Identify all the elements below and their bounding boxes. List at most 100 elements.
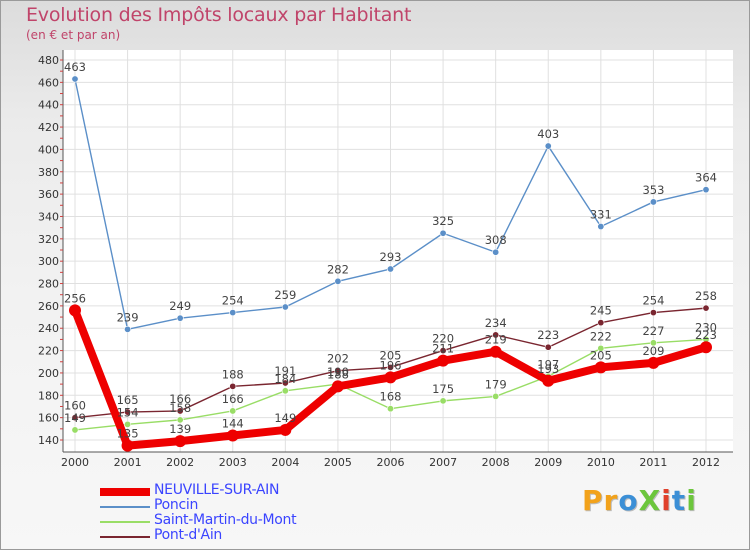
y-tick-label: 340 [38, 210, 59, 223]
legend-swatch [100, 536, 150, 538]
data-label: 144 [222, 417, 244, 431]
chart-subtitle: (en € et par an) [26, 28, 121, 42]
data-point [229, 407, 237, 415]
data-point [279, 423, 292, 436]
data-label: 293 [380, 250, 402, 264]
y-tick-label: 260 [38, 300, 59, 313]
data-point [492, 248, 500, 256]
data-point [700, 341, 712, 354]
data-label: 239 [117, 310, 139, 324]
data-label: 190 [327, 365, 349, 379]
y-tick-label: 200 [38, 367, 59, 380]
data-label: 259 [274, 288, 296, 302]
x-tick-label: 2002 [166, 456, 194, 469]
data-label: 135 [117, 427, 139, 441]
y-tick-label: 240 [38, 322, 59, 335]
data-point [647, 356, 660, 369]
y-tick-label: 460 [38, 76, 59, 89]
data-label: 168 [380, 390, 402, 404]
data-point [69, 304, 81, 317]
y-tick-label: 380 [38, 166, 59, 179]
data-label: 209 [642, 344, 664, 358]
data-label: 205 [380, 348, 402, 362]
x-tick-label: 2012 [692, 456, 720, 469]
y-tick-label: 440 [38, 99, 59, 112]
data-point [281, 379, 289, 387]
legend-swatch [100, 488, 150, 496]
data-label: 149 [64, 411, 86, 425]
data-label: 211 [432, 342, 454, 356]
data-label: 222 [590, 329, 612, 343]
data-point [71, 414, 79, 422]
y-tick-label: 220 [38, 345, 59, 358]
x-tick-label: 2004 [271, 456, 299, 469]
plot-area [63, 50, 733, 452]
data-label: 191 [274, 364, 296, 378]
data-point [176, 407, 184, 415]
data-point [229, 382, 237, 390]
data-point [386, 363, 394, 371]
data-label: 331 [590, 208, 612, 222]
data-point [594, 361, 607, 374]
y-tick-label: 300 [38, 255, 59, 268]
data-label: 230 [695, 320, 717, 334]
data-point [439, 397, 447, 405]
data-point [281, 303, 289, 311]
y-tick-label: 160 [38, 412, 59, 425]
legend-label: Saint-Martin-du-Mont [154, 512, 297, 528]
x-tick-label: 2005 [324, 456, 352, 469]
data-point [124, 408, 132, 416]
y-tick-label: 320 [38, 233, 59, 246]
x-tick-label: 2003 [219, 456, 247, 469]
data-point [702, 304, 710, 312]
x-tick-label: 2000 [61, 456, 89, 469]
x-tick-label: 2009 [534, 456, 562, 469]
data-point [229, 309, 237, 317]
chart-title: Evolution des Impôts locaux par Habitant [26, 4, 412, 26]
data-point [331, 380, 344, 393]
y-tick-label: 140 [38, 434, 59, 447]
data-label: 282 [327, 262, 349, 276]
x-tick-label: 2007 [429, 456, 457, 469]
data-point [542, 374, 555, 387]
data-label: 205 [590, 348, 612, 362]
data-point [492, 392, 500, 400]
data-label: 227 [642, 324, 664, 338]
data-point [386, 405, 394, 413]
data-point [492, 331, 500, 339]
data-point [544, 142, 552, 150]
data-label: 223 [537, 328, 559, 342]
data-label: 202 [327, 352, 349, 366]
data-point [334, 277, 342, 285]
data-label: 403 [537, 127, 559, 141]
data-point [597, 344, 605, 352]
data-point [226, 429, 239, 442]
data-point [71, 426, 79, 434]
data-label: 193 [537, 362, 559, 376]
data-point [437, 354, 450, 367]
data-label: 184 [274, 372, 296, 386]
data-point [544, 343, 552, 351]
data-point [489, 345, 502, 358]
data-label: 149 [274, 411, 296, 425]
data-label: 166 [169, 392, 191, 406]
data-point [176, 416, 184, 424]
data-label: 188 [327, 367, 349, 381]
data-point [702, 186, 710, 194]
data-point [649, 309, 657, 317]
data-label: 196 [380, 358, 402, 372]
data-label: 463 [64, 60, 86, 74]
data-point [384, 371, 397, 384]
data-label: 219 [485, 333, 507, 347]
data-point [649, 339, 657, 347]
data-point [439, 229, 447, 237]
x-tick-label: 2006 [377, 456, 405, 469]
data-label: 139 [169, 422, 191, 436]
x-tick-label: 2011 [639, 456, 667, 469]
data-label: 254 [222, 294, 244, 308]
data-point [121, 439, 134, 452]
data-point [281, 387, 289, 395]
data-point [386, 265, 394, 273]
data-point [439, 347, 447, 355]
